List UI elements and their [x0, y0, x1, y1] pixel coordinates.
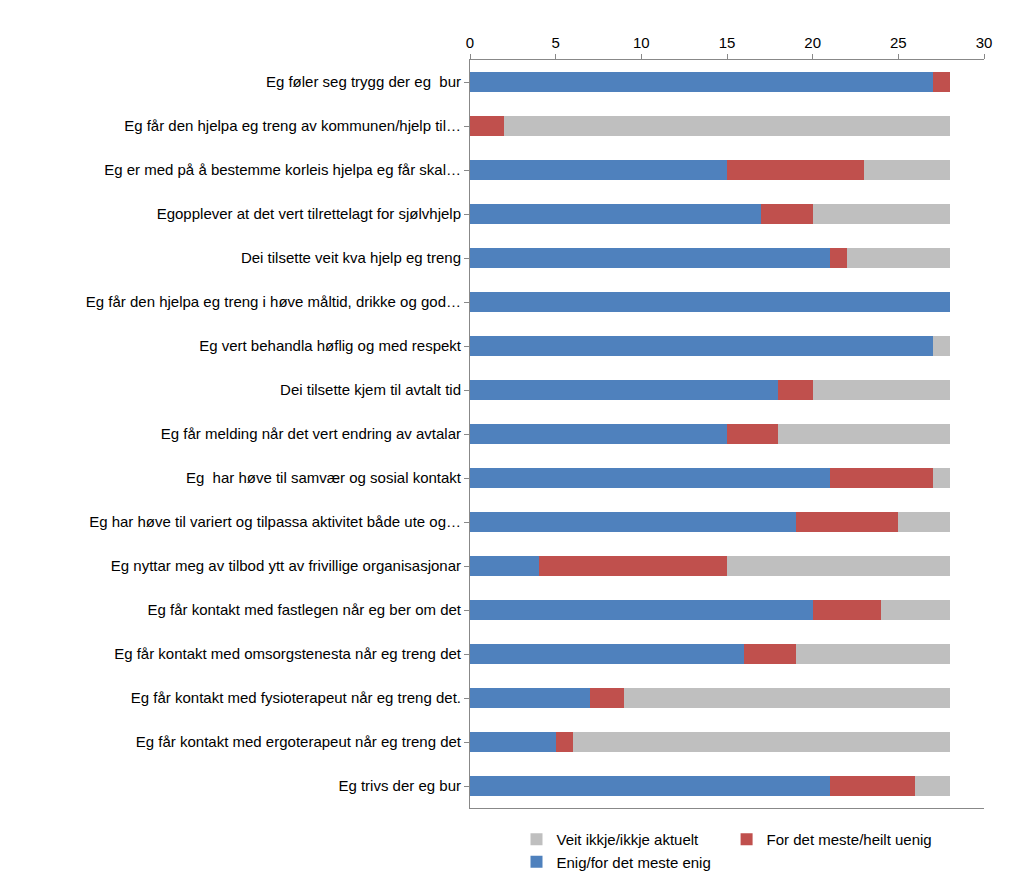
svg-text:Eg får kontakt med omsorgstene: Eg får kontakt med omsorgstenesta når eg… — [114, 645, 462, 662]
svg-text:Eg har høve til samvær og sos: Eg har høve til samvær og sosial kontakt — [186, 469, 462, 486]
svg-text:30: 30 — [976, 34, 993, 51]
svg-text:Egopplever at det vert tilrett: Egopplever at det vert tilrettelagt for … — [157, 205, 461, 222]
svg-text:Eg trivs der eg bur: Eg trivs der eg bur — [338, 777, 461, 794]
svg-text:25: 25 — [890, 34, 907, 51]
svg-text:Eg har høve til variert og til: Eg har høve til variert og tilpassa akti… — [89, 513, 461, 530]
svg-text:Enig/for det meste enig: Enig/for det meste enig — [557, 854, 711, 871]
svg-text:20: 20 — [804, 34, 821, 51]
svg-text:0: 0 — [466, 34, 474, 51]
svg-text:Eg får den hjelpa eg treng av: Eg får den hjelpa eg treng av kommunen/h… — [124, 117, 461, 134]
svg-text:Eg får melding når det vert en: Eg får melding når det vert endring av a… — [161, 425, 461, 442]
svg-text:Eg får kontakt med fysioterape: Eg får kontakt med fysioterapeut når eg … — [131, 689, 461, 706]
svg-text:Eg får kontakt med ergoterapeu: Eg får kontakt med ergoterapeut når eg t… — [136, 733, 462, 750]
svg-text:Eg får den hjelpa eg treng i h: Eg får den hjelpa eg treng i høve måltid… — [86, 293, 461, 310]
svg-text:10: 10 — [633, 34, 650, 51]
svg-text:Eg får kontakt med fastlegen n: Eg får kontakt med fastlegen når eg ber … — [147, 601, 461, 618]
svg-text:Dei tilsette veit kva hjelp eg: Dei tilsette veit kva hjelp eg treng — [241, 249, 461, 266]
svg-text:Eg er med på å bestemme korlei: Eg er med på å bestemme korleis hjelpa e… — [104, 161, 461, 178]
svg-text:Eg føler seg trygg der eg bur: Eg føler seg trygg der eg bur — [266, 73, 461, 90]
svg-text:Eg vert behandla høflig og med: Eg vert behandla høflig og med respekt — [199, 337, 462, 354]
svg-text:5: 5 — [551, 34, 559, 51]
svg-text:Dei tilsette kjem til avtalt t: Dei tilsette kjem til avtalt tid — [280, 381, 461, 398]
svg-text:For det meste/heilt uenig: For det meste/heilt uenig — [767, 831, 932, 848]
svg-text:15: 15 — [719, 34, 736, 51]
svg-text:Eg nyttar meg av tilbod ytt av: Eg nyttar meg av tilbod ytt av frivillig… — [111, 557, 461, 574]
svg-text:Veit ikkje/ikkje aktuelt: Veit ikkje/ikkje aktuelt — [557, 831, 700, 848]
